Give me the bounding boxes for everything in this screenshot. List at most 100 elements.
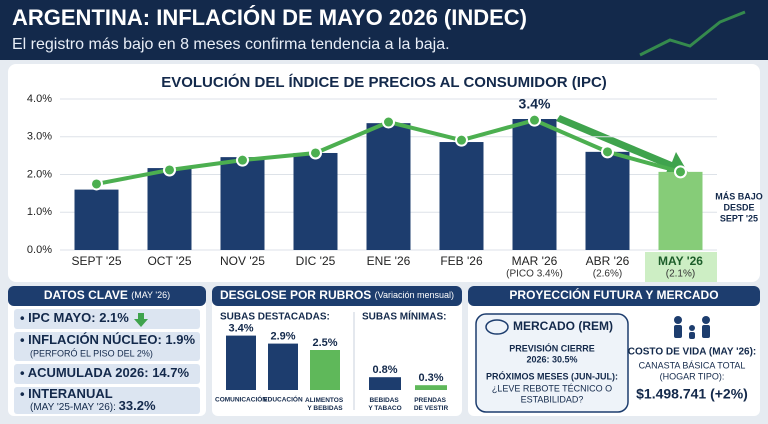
category-note: (PICO 3.4%) <box>506 269 563 280</box>
prevision: 2026: 30.5% <box>526 354 577 364</box>
x-tick-label: MAR '26 <box>512 254 558 268</box>
item-bg <box>14 364 200 384</box>
down-arrow <box>134 313 148 327</box>
y-tick-label: 0.0% <box>27 244 52 256</box>
bar <box>512 119 557 250</box>
chart-title: EVOLUCIÓN DEL ÍNDICE DE PRECIOS AL CONSU… <box>161 73 607 91</box>
datos-title: DATOS CLAVE (MAY '26) <box>44 288 170 302</box>
bar <box>439 142 484 250</box>
x-tick-label: NOV '25 <box>220 254 265 268</box>
item-label: INFLACIÓN NÚCLEO: <box>28 332 162 347</box>
mini-category: ALIMENTOS Y BEBIDAS <box>305 397 345 412</box>
mini-value-label: 2.5% <box>312 337 337 349</box>
header-band <box>0 0 768 60</box>
item-value: 14.7% <box>152 365 189 380</box>
mini-category: EDUCACIÓN <box>263 395 303 404</box>
mini-bar <box>268 343 298 390</box>
x-tick-label: DIC '25 <box>296 254 336 268</box>
peak-label: 3.4% <box>519 96 551 112</box>
pregunta: ¿LEVE REBOTE TÉCNICO O <box>492 383 612 393</box>
desglose-header <box>212 286 462 306</box>
proyeccion-header <box>468 286 760 306</box>
desglose-title-note: (Variación mensual) <box>375 290 454 300</box>
header-title: ARGENTINA: INFLACIÓN DE MAYO 2026 (INDEC… <box>12 5 527 30</box>
mini-title: SUBAS DESTACADAS: <box>220 312 330 323</box>
datos-title-main: DATOS CLAVE <box>44 288 128 302</box>
mercado-bubble <box>475 313 629 413</box>
header-trend <box>639 10 746 57</box>
x-tick-label: OCT '25 <box>147 254 191 268</box>
bar <box>293 152 338 250</box>
bar <box>74 189 119 250</box>
item-value: 2.1% <box>99 310 129 325</box>
x-tick-label: MAY '26 <box>658 254 703 268</box>
side-note: MÁS BAJO <box>715 191 763 201</box>
point <box>601 145 614 159</box>
item-label: ACUMULADA 2026: <box>28 365 149 380</box>
mini-value-label: 0.8% <box>372 364 397 376</box>
mini-category-line: Y TABACO <box>368 405 401 412</box>
x-tick-label: SEPT '25 <box>71 254 121 268</box>
datos-header <box>8 286 206 306</box>
side-note: SEPT '25 <box>720 213 758 223</box>
bar <box>658 171 703 250</box>
bar <box>366 123 411 250</box>
canasta: CANASTA BÁSICA TOTAL <box>639 360 746 370</box>
mini-category-line: Y BEBIDAS <box>307 405 343 412</box>
highlight-box <box>645 252 717 282</box>
point <box>309 146 322 160</box>
header-subtitle: El registro más bajo en 8 meses confirma… <box>12 36 450 53</box>
category-note: (2.6%) <box>593 269 622 280</box>
item-1: • INFLACIÓN NÚCLEO: 1.9% <box>20 332 195 347</box>
proximos: PRÓXIMOS MESES (JUN-JUL): <box>486 370 618 381</box>
mini-bar <box>369 377 401 390</box>
item-note: (MAY '25-MAY '26): <box>30 402 116 413</box>
x-tick-label: ABR '26 <box>586 254 630 268</box>
canasta: (HOGAR TIPO): <box>660 371 725 381</box>
mini-category-line: PRENDAS <box>414 397 448 404</box>
mini-category: PRENDAS DE VESTIR <box>414 397 449 412</box>
y-tick-label: 3.0% <box>27 131 52 143</box>
chat-icon <box>485 319 509 335</box>
costo-title: COSTO DE VIDA (MAY '26): <box>628 347 757 358</box>
proyeccion-title: PROYECCIÓN FUTURA Y MERCADO <box>509 287 718 302</box>
bar <box>585 151 630 250</box>
item-2: • ACUMULADA 2026: 14.7% <box>20 365 189 380</box>
datos-title-note: (MAY '26) <box>131 290 170 300</box>
mini-category-line: BEBIDAS <box>369 397 400 404</box>
desglose-title: DESGLOSE POR RUBROS (Variación mensual) <box>220 288 454 302</box>
mini-bar <box>226 335 256 390</box>
mercado-title: MERCADO (REM) <box>513 319 613 333</box>
item-label: IPC MAYO: <box>28 310 95 325</box>
item-bg <box>14 387 200 414</box>
item-3: • INTERANUAL <box>20 386 113 401</box>
item-label: INTERANUAL <box>28 386 113 401</box>
item-value: 1.9% <box>165 332 195 347</box>
item-bg <box>14 309 200 329</box>
y-tick-label: 2.0% <box>27 168 52 180</box>
mini-value-label: 3.4% <box>228 323 253 335</box>
category-note: (2.1%) <box>666 269 695 280</box>
mini-title: SUBAS MÍNIMAS: <box>362 310 446 323</box>
point <box>528 113 541 127</box>
point <box>236 153 249 167</box>
desglose-title-main: DESGLOSE POR RUBROS <box>220 288 371 302</box>
mini-value-label: 2.9% <box>270 331 295 343</box>
pregunta: ESTABILIDAD? <box>521 394 584 404</box>
y-tick-label: 1.0% <box>27 206 52 218</box>
bar <box>147 168 192 250</box>
mini-category: COMUNICACIÓN <box>215 395 267 404</box>
mini-category-line: DE VESTIR <box>414 405 449 412</box>
item-0: • IPC MAYO: 2.1% <box>20 310 129 325</box>
x-tick-label: ENE '26 <box>367 254 411 268</box>
mini-category: BEBIDAS Y TABACO <box>368 397 401 412</box>
point <box>674 165 687 179</box>
point <box>163 163 176 177</box>
point <box>382 115 395 129</box>
mini-value-label: 0.3% <box>418 372 443 384</box>
x-tick-label: FEB '26 <box>440 254 483 268</box>
trend-arrow <box>556 115 690 178</box>
point <box>90 177 103 191</box>
y-tick-label: 4.0% <box>27 93 52 105</box>
